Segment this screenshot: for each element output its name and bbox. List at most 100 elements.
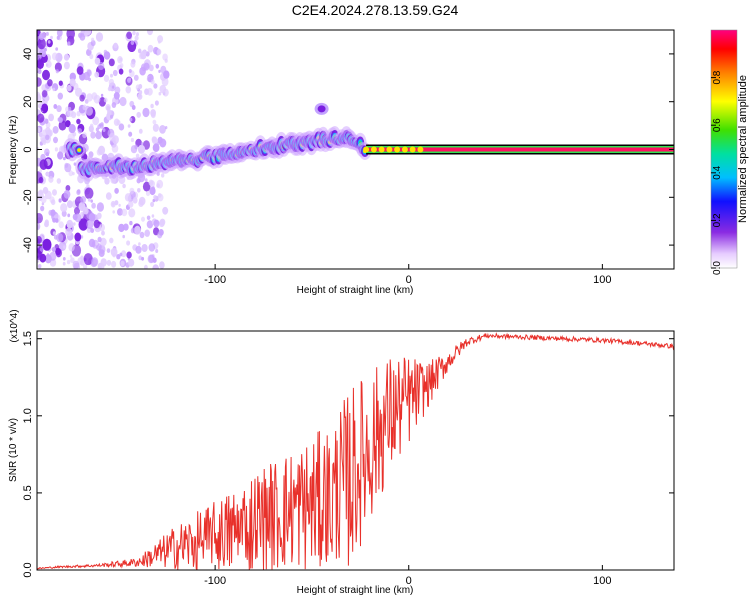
noise-speckle [90, 40, 96, 47]
y-tick-label: 0 [22, 146, 34, 152]
noise-speckle [54, 147, 59, 152]
noise-speckle [151, 136, 158, 144]
noise-speckle [45, 31, 49, 36]
noise-speckle [138, 242, 141, 246]
noise-speckle [112, 210, 115, 214]
snr-series-line [37, 332, 674, 570]
noise-speckle [138, 128, 143, 134]
noise-speckle [144, 178, 148, 182]
noise-speckle [62, 261, 66, 266]
noise-speckle [95, 127, 99, 132]
noise-speckle [56, 178, 61, 184]
noise-speckle [90, 131, 96, 139]
noise-speckle [42, 238, 52, 251]
noise-speckle [110, 247, 118, 257]
noise-speckle [101, 230, 105, 236]
noise-speckle [95, 32, 104, 42]
noise-speckle [93, 219, 101, 229]
noise-speckle [37, 222, 41, 231]
noise-speckle [110, 73, 113, 78]
noise-speckle [68, 170, 74, 177]
noise-speckle [138, 200, 144, 208]
noise-speckle [128, 258, 135, 267]
noise-speckle [37, 77, 42, 87]
noise-speckle [62, 257, 66, 261]
noise-speckle [83, 71, 90, 81]
noise-speckle [94, 57, 101, 65]
noise-speckle [136, 111, 141, 118]
noise-speckle [159, 124, 166, 134]
noise-speckle [83, 253, 93, 266]
noise-speckle [48, 176, 54, 183]
noise-speckle [103, 97, 108, 103]
noise-speckle [80, 196, 86, 204]
noise-speckle [107, 109, 112, 115]
noise-speckle [129, 100, 135, 108]
noise-speckle [148, 179, 154, 186]
noise-speckle [127, 77, 131, 83]
noise-speckle [75, 87, 83, 97]
noise-speckle [100, 93, 104, 97]
spectrogram-marks [37, 30, 674, 269]
noise-speckle [157, 40, 161, 44]
noise-speckle [78, 201, 86, 212]
noise-speckle [87, 198, 91, 202]
noise-speckle [163, 70, 170, 79]
noise-speckle [41, 50, 47, 58]
noise-speckle [113, 118, 120, 126]
noise-speckle [138, 255, 142, 261]
noise-speckle [158, 91, 162, 96]
noise-speckle [48, 113, 54, 122]
noise-speckle [129, 220, 133, 226]
carrier-bead [378, 146, 385, 153]
noise-speckle [118, 123, 125, 131]
chart-title: C2E4.2024.278.13.59.G24 [291, 2, 459, 18]
noise-speckle [82, 132, 87, 139]
noise-speckle [88, 125, 94, 133]
noise-speckle [133, 225, 141, 235]
y-tick-label: 0.5 [22, 485, 34, 500]
colorbar-gradient [711, 30, 737, 268]
noise-speckle [39, 247, 44, 253]
noise-speckle [118, 203, 121, 207]
carrier-bead [386, 146, 393, 153]
noise-speckle [154, 100, 159, 106]
spectrogram-ylabel: Frequency (Hz) [8, 116, 19, 185]
noise-speckle [148, 243, 156, 252]
noise-speckle [46, 253, 50, 257]
noise-speckle [51, 52, 58, 61]
noise-speckle [100, 258, 107, 267]
noise-speckle [152, 264, 159, 269]
noise-speckle [41, 90, 48, 98]
noise-speckle [144, 264, 148, 269]
noise-speckle [39, 169, 42, 173]
noise-speckle [76, 110, 81, 117]
noise-speckle [121, 208, 128, 217]
noise-speckle [128, 208, 136, 218]
noise-speckle [65, 120, 71, 128]
noise-speckle [45, 60, 52, 68]
spectrogram-xlabel: Height of straight line (km) [297, 285, 414, 296]
noise-speckle [128, 131, 133, 137]
y-tick-label: -40 [22, 237, 34, 253]
noise-speckle [40, 205, 45, 212]
noise-speckle [37, 94, 42, 103]
noise-speckle [60, 203, 68, 213]
noise-speckle [44, 190, 52, 200]
y-tick-label: -20 [22, 189, 34, 205]
noise-speckle [146, 87, 153, 96]
noise-speckle [156, 48, 162, 56]
noise-speckle [72, 171, 75, 176]
noise-speckle [37, 236, 42, 244]
noise-speckle [108, 78, 115, 86]
noise-speckle [86, 48, 92, 57]
noise-speckle [37, 38, 46, 50]
noise-speckle [128, 69, 132, 73]
noise-speckle [137, 188, 141, 193]
noise-speckle [90, 199, 93, 203]
noise-speckle [159, 138, 167, 148]
noise-speckle [142, 107, 150, 118]
noise-speckle [37, 250, 43, 260]
noise-speckle [69, 78, 76, 87]
colorbar-label: Normalized spectral amplitude [737, 75, 749, 223]
